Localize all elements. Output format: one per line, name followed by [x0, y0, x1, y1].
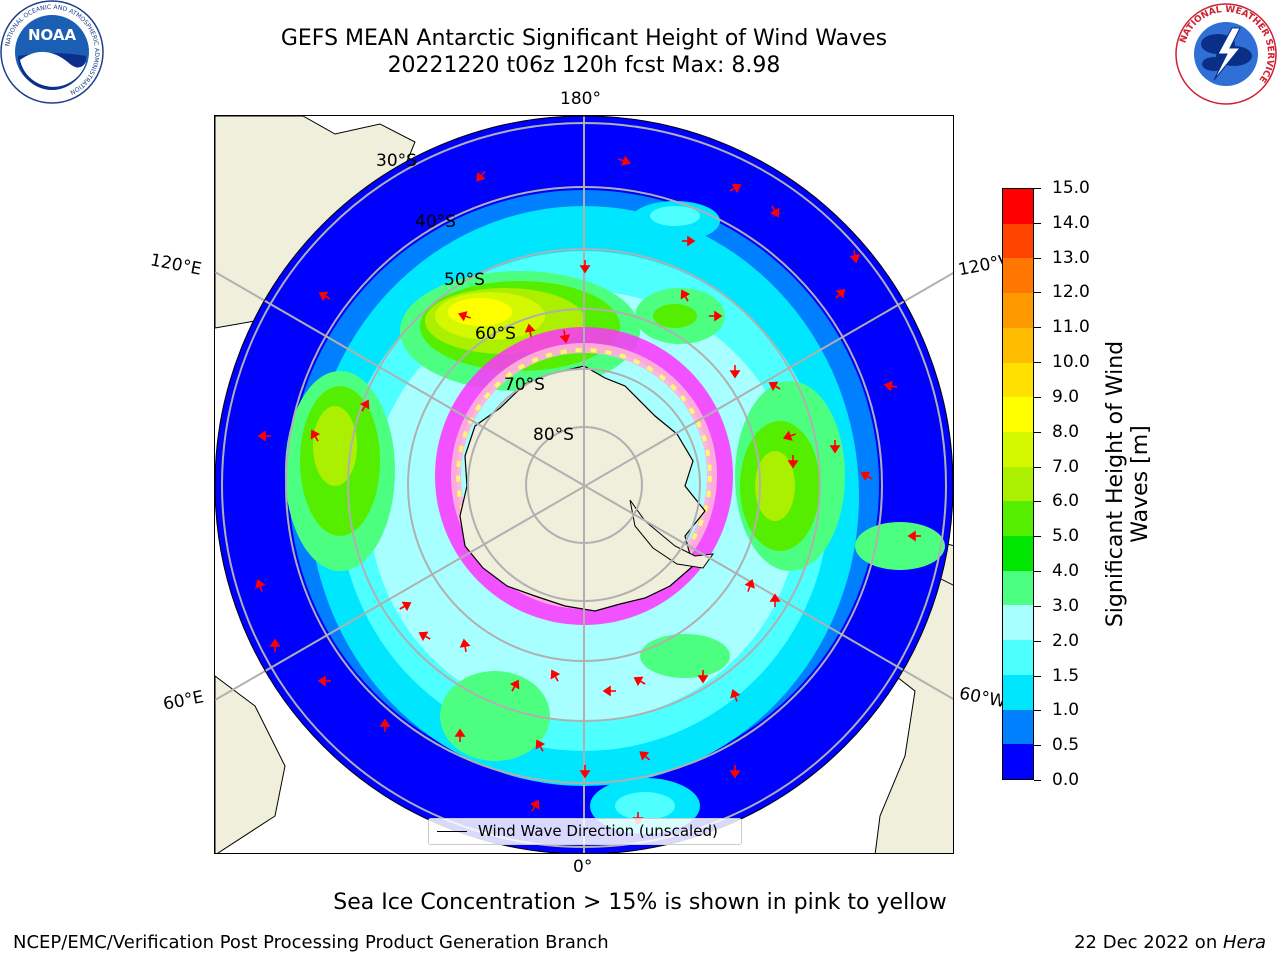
- colorbar-segment: [1003, 293, 1033, 328]
- colorbar-segment: [1003, 605, 1033, 641]
- colorbar: [1002, 188, 1034, 780]
- colorbar-segment: [1003, 744, 1033, 779]
- nws-logo: NATIONAL WEATHER SERVICE: [1175, 3, 1277, 105]
- colorbar-tick-label: 11.0: [1052, 317, 1090, 338]
- colorbar-segment: [1003, 362, 1033, 398]
- colorbar-segment: [1003, 674, 1033, 710]
- lat-label-30s: 30°S: [376, 151, 417, 171]
- colorbar-segment: [1003, 223, 1033, 259]
- colorbar-tick: [1034, 571, 1041, 573]
- colorbar-tick: [1034, 605, 1041, 607]
- colorbar-tick-label: 0.0: [1052, 770, 1080, 790]
- lat-label-40s: 40°S: [415, 212, 456, 232]
- lon-label-120e: 120°E: [148, 250, 204, 280]
- sea-ice-note: Sea Ice Concentration > 15% is shown in …: [333, 890, 947, 915]
- colorbar-tick-label: 1.5: [1052, 665, 1080, 686]
- colorbar-tick: [1034, 501, 1041, 503]
- colorbar-tick-label: 8.0: [1052, 421, 1080, 442]
- chart-title: GEFS MEAN Antarctic Significant Height o…: [280, 26, 888, 51]
- colorbar-tick: [1034, 710, 1041, 712]
- colorbar-tick-label: 3.0: [1052, 595, 1080, 616]
- lat-label-60s: 60°S: [475, 324, 516, 344]
- colorbar-tick-label: 14.0: [1052, 212, 1090, 233]
- wind-wave-arrows: [255, 155, 921, 826]
- colorbar-tick-label: 15.0: [1052, 178, 1090, 198]
- colorbar-tick: [1034, 640, 1041, 642]
- map-panel: [214, 115, 954, 854]
- colorbar-tick-label: 7.0: [1052, 456, 1080, 477]
- colorbar-title: Significant Height of Wind Waves [m]: [1103, 340, 1153, 628]
- colorbar-segment: [1003, 327, 1033, 363]
- footer-host: Hera: [1222, 932, 1266, 953]
- colorbar-tick: [1034, 780, 1041, 781]
- colorbar-tick-label: 1.0: [1052, 700, 1080, 721]
- colorbar-tick: [1034, 222, 1041, 224]
- colorbar-tick-label: 12.0: [1052, 282, 1090, 303]
- legend-label: Wind Wave Direction (unscaled): [478, 822, 718, 840]
- colorbar-tick: [1034, 292, 1041, 294]
- colorbar-segment: [1003, 189, 1033, 224]
- colorbar-segment: [1003, 536, 1033, 571]
- noaa-logo: NOAA NATIONAL OCEANIC AND ATMOSPHERIC AD…: [0, 0, 104, 104]
- colorbar-segment: [1003, 709, 1033, 745]
- colorbar-tick-label: 4.0: [1052, 561, 1080, 582]
- colorbar-tick: [1034, 362, 1041, 364]
- colorbar-tick-label: 0.5: [1052, 735, 1080, 756]
- colorbar-tick: [1034, 745, 1041, 747]
- colorbar-segment: [1003, 640, 1033, 675]
- colorbar-segment: [1003, 501, 1033, 537]
- colorbar-tick: [1034, 396, 1041, 398]
- colorbar-segment: [1003, 258, 1033, 294]
- lat-label-70s: 70°S: [504, 375, 545, 395]
- lon-label-180: 180°: [560, 89, 601, 109]
- colorbar-tick: [1034, 257, 1041, 259]
- lon-label-60w: 60°W: [957, 683, 1008, 713]
- map-legend: Wind Wave Direction (unscaled): [428, 818, 742, 845]
- colorbar-tick-label: 13.0: [1052, 247, 1090, 268]
- colorbar-segment: [1003, 570, 1033, 606]
- colorbar-tick: [1034, 536, 1041, 538]
- graticule: [215, 116, 953, 853]
- colorbar-segment: [1003, 397, 1033, 432]
- lon-label-0: 0°: [573, 857, 593, 877]
- noaa-logo-text: NOAA: [28, 26, 77, 44]
- lat-label-50s: 50°S: [444, 270, 485, 290]
- footer-credit: NCEP/EMC/Verification Post Processing Pr…: [13, 932, 609, 953]
- colorbar-segment: [1003, 466, 1033, 502]
- chart-subtitle: 20221220 t06z 120h fcst Max: 8.98: [387, 53, 781, 78]
- polar-map: [215, 116, 953, 853]
- colorbar-tick-label: 9.0: [1052, 386, 1080, 407]
- colorbar-tick: [1034, 466, 1041, 468]
- lat-label-80s: 80°S: [533, 425, 574, 445]
- legend-line-sample: [437, 831, 467, 832]
- colorbar-tick: [1034, 188, 1041, 189]
- colorbar-segment: [1003, 431, 1033, 467]
- colorbar-tick-label: 6.0: [1052, 491, 1080, 512]
- footer-date: 22 Dec 2022 on Hera: [1074, 932, 1266, 953]
- lon-label-60e: 60°E: [161, 687, 206, 715]
- colorbar-tick-label: 5.0: [1052, 526, 1080, 547]
- colorbar-tick: [1034, 327, 1041, 329]
- colorbar-tick-label: 10.0: [1052, 352, 1090, 373]
- colorbar-tick-label: 2.0: [1052, 630, 1080, 651]
- colorbar-tick: [1034, 431, 1041, 433]
- footer-date-text: 22 Dec 2022 on: [1074, 932, 1223, 953]
- colorbar-tick: [1034, 675, 1041, 677]
